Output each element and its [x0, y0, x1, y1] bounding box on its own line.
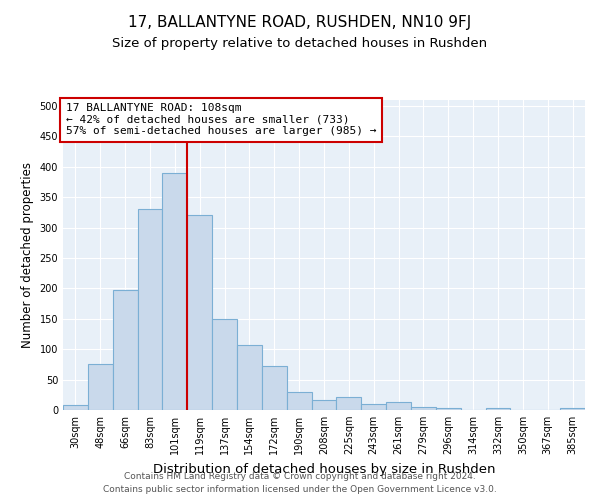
Bar — [436, 408, 461, 410]
Text: Contains HM Land Registry data © Crown copyright and database right 2024.: Contains HM Land Registry data © Crown c… — [124, 472, 476, 481]
Bar — [560, 408, 585, 410]
Bar — [262, 366, 287, 410]
Bar — [287, 392, 311, 410]
Bar — [361, 404, 386, 410]
Bar — [212, 319, 237, 410]
Bar — [311, 400, 337, 410]
Text: 17, BALLANTYNE ROAD, RUSHDEN, NN10 9FJ: 17, BALLANTYNE ROAD, RUSHDEN, NN10 9FJ — [128, 15, 472, 30]
Bar — [187, 216, 212, 410]
Bar — [113, 290, 137, 410]
Y-axis label: Number of detached properties: Number of detached properties — [21, 162, 34, 348]
Text: 17 BALLANTYNE ROAD: 108sqm
← 42% of detached houses are smaller (733)
57% of sem: 17 BALLANTYNE ROAD: 108sqm ← 42% of deta… — [65, 103, 376, 136]
Bar — [88, 364, 113, 410]
Bar — [237, 345, 262, 410]
Bar — [137, 210, 163, 410]
Bar — [485, 408, 511, 410]
Bar — [337, 397, 361, 410]
Bar — [163, 173, 187, 410]
Text: Contains public sector information licensed under the Open Government Licence v3: Contains public sector information licen… — [103, 485, 497, 494]
Bar — [386, 402, 411, 410]
Text: Size of property relative to detached houses in Rushden: Size of property relative to detached ho… — [112, 38, 488, 51]
X-axis label: Distribution of detached houses by size in Rushden: Distribution of detached houses by size … — [153, 462, 495, 475]
Bar — [63, 405, 88, 410]
Bar — [411, 407, 436, 410]
